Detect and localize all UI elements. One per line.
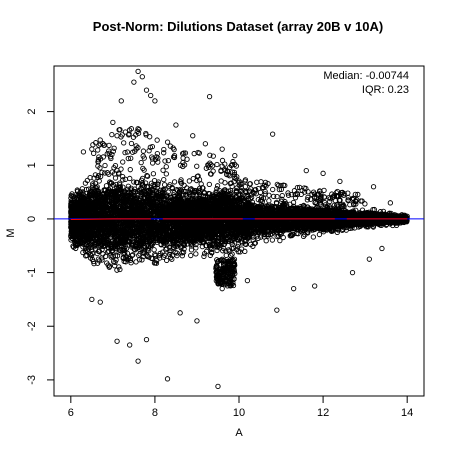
scatter-point <box>141 250 147 257</box>
scatter-point <box>161 176 167 183</box>
scatter-point <box>214 186 220 192</box>
scatter-point <box>153 260 160 266</box>
scatter-point <box>120 159 126 165</box>
scatter-point <box>163 257 170 264</box>
points-layer <box>68 68 410 389</box>
plot-area <box>53 65 425 397</box>
scatter-point <box>277 238 283 244</box>
scatter-point <box>316 231 323 238</box>
scatter-point <box>163 171 169 177</box>
chart-title: Post-Norm: Dilutions Dataset (array 20B … <box>93 19 383 34</box>
scatter-point <box>80 249 86 256</box>
scatter-point <box>125 155 131 162</box>
scatter-point <box>149 255 156 262</box>
scatter-point <box>150 171 157 177</box>
scatter-point <box>131 179 137 185</box>
scatter-point <box>120 177 126 183</box>
scatter-point <box>99 257 105 263</box>
scatter-point <box>188 247 195 253</box>
scatter-point <box>151 260 158 266</box>
scatter-point <box>144 173 151 179</box>
